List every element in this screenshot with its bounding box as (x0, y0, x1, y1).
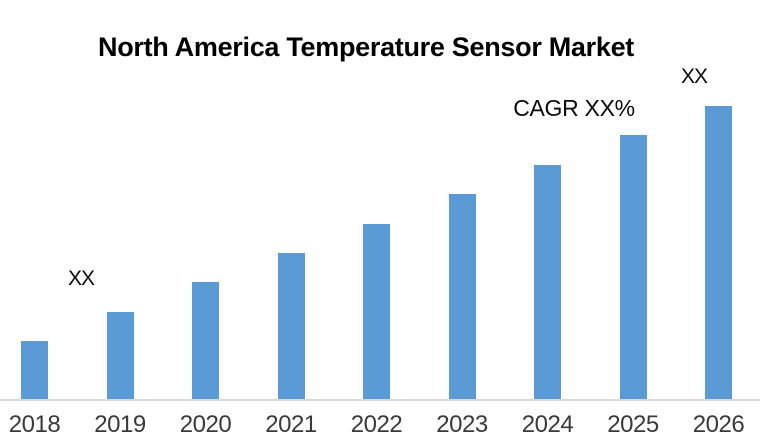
bar-2019 (106, 311, 134, 400)
x-axis-label-2018: 2018 (8, 411, 61, 438)
bar-2025 (619, 135, 647, 400)
x-axis-label-2021: 2021 (265, 411, 317, 438)
x-axis-line (0, 399, 760, 401)
x-axis-label-2025: 2025 (607, 411, 659, 438)
bar-2018 (21, 341, 48, 400)
x-axis-label-2024: 2024 (521, 411, 574, 438)
bar-2023 (448, 194, 476, 400)
bar-2022 (363, 223, 390, 400)
bar-2026 (705, 105, 732, 400)
plot-area (0, 47, 780, 400)
bar-2024 (534, 164, 561, 400)
bar-2021 (277, 252, 305, 400)
value-annotation-2019: XX (67, 267, 95, 290)
x-axis-label-2023: 2023 (436, 411, 488, 438)
x-axis-label-2022: 2022 (350, 411, 403, 438)
cagr-annotation: CAGR XX% (513, 95, 635, 121)
value-annotation-2026: XX (680, 65, 708, 88)
x-axis-label-2026: 2026 (692, 411, 745, 438)
x-axis-label-2020: 2020 (179, 411, 232, 438)
x-axis-label-2019: 2019 (94, 411, 146, 438)
chart-title: North America Temperature Sensor Market (98, 32, 634, 62)
x-axis-labels: 2018 2019 2020 2021 2022 2023 2024 2025 2026 (0, 413, 780, 439)
bar-2020 (192, 282, 219, 400)
